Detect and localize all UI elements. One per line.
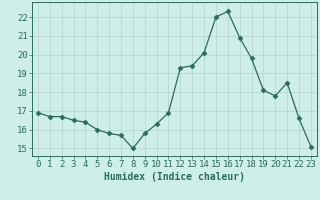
X-axis label: Humidex (Indice chaleur): Humidex (Indice chaleur): [104, 172, 245, 182]
